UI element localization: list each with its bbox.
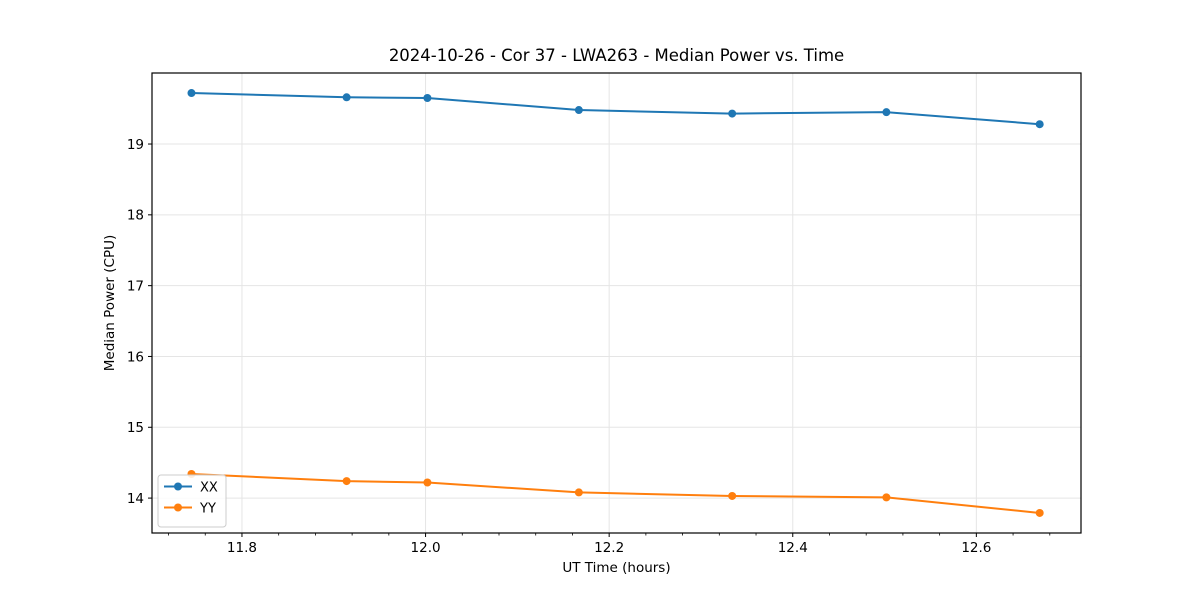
x-tick-label: 12.2 <box>594 540 624 556</box>
y-tick-label: 17 <box>127 278 144 294</box>
x-tick-label: 12.0 <box>411 540 441 556</box>
data-point-xx <box>187 89 196 98</box>
data-point-xx <box>342 93 351 102</box>
y-tick-label: 18 <box>127 208 144 224</box>
legend-label: XX <box>200 480 218 495</box>
y-tick-label: 19 <box>127 137 144 153</box>
data-point-xx <box>728 109 737 118</box>
data-point-yy <box>574 488 583 497</box>
data-point-yy <box>728 491 737 500</box>
series-line-yy <box>190 473 1041 514</box>
x-tick-label: 12.6 <box>961 540 991 556</box>
axes-frame <box>151 72 1082 534</box>
chart-title: 2024-10-26 - Cor 37 - LWA263 - Median Po… <box>388 46 845 65</box>
y-axis-label: Median Power (CPU) <box>102 234 118 372</box>
data-point-xx <box>423 93 432 102</box>
legend-label: YY <box>199 501 216 516</box>
x-tick-label: 11.8 <box>227 540 257 556</box>
data-point-xx <box>1035 120 1044 129</box>
x-tick-label: 12.4 <box>778 540 808 556</box>
series-line-xx <box>190 92 1041 126</box>
y-tick-label: 14 <box>127 491 144 507</box>
y-tick-label: 16 <box>127 349 144 365</box>
data-point-yy <box>342 477 351 486</box>
y-tick-label: 15 <box>127 420 144 436</box>
data-point-xx <box>574 106 583 115</box>
data-point-yy <box>1035 508 1044 517</box>
legend-marker <box>174 503 182 512</box>
data-point-xx <box>882 108 891 117</box>
data-point-yy <box>423 478 432 487</box>
x-axis-label: UT Time (hours) <box>562 560 671 576</box>
legend-marker <box>174 482 182 491</box>
data-point-yy <box>882 493 891 502</box>
